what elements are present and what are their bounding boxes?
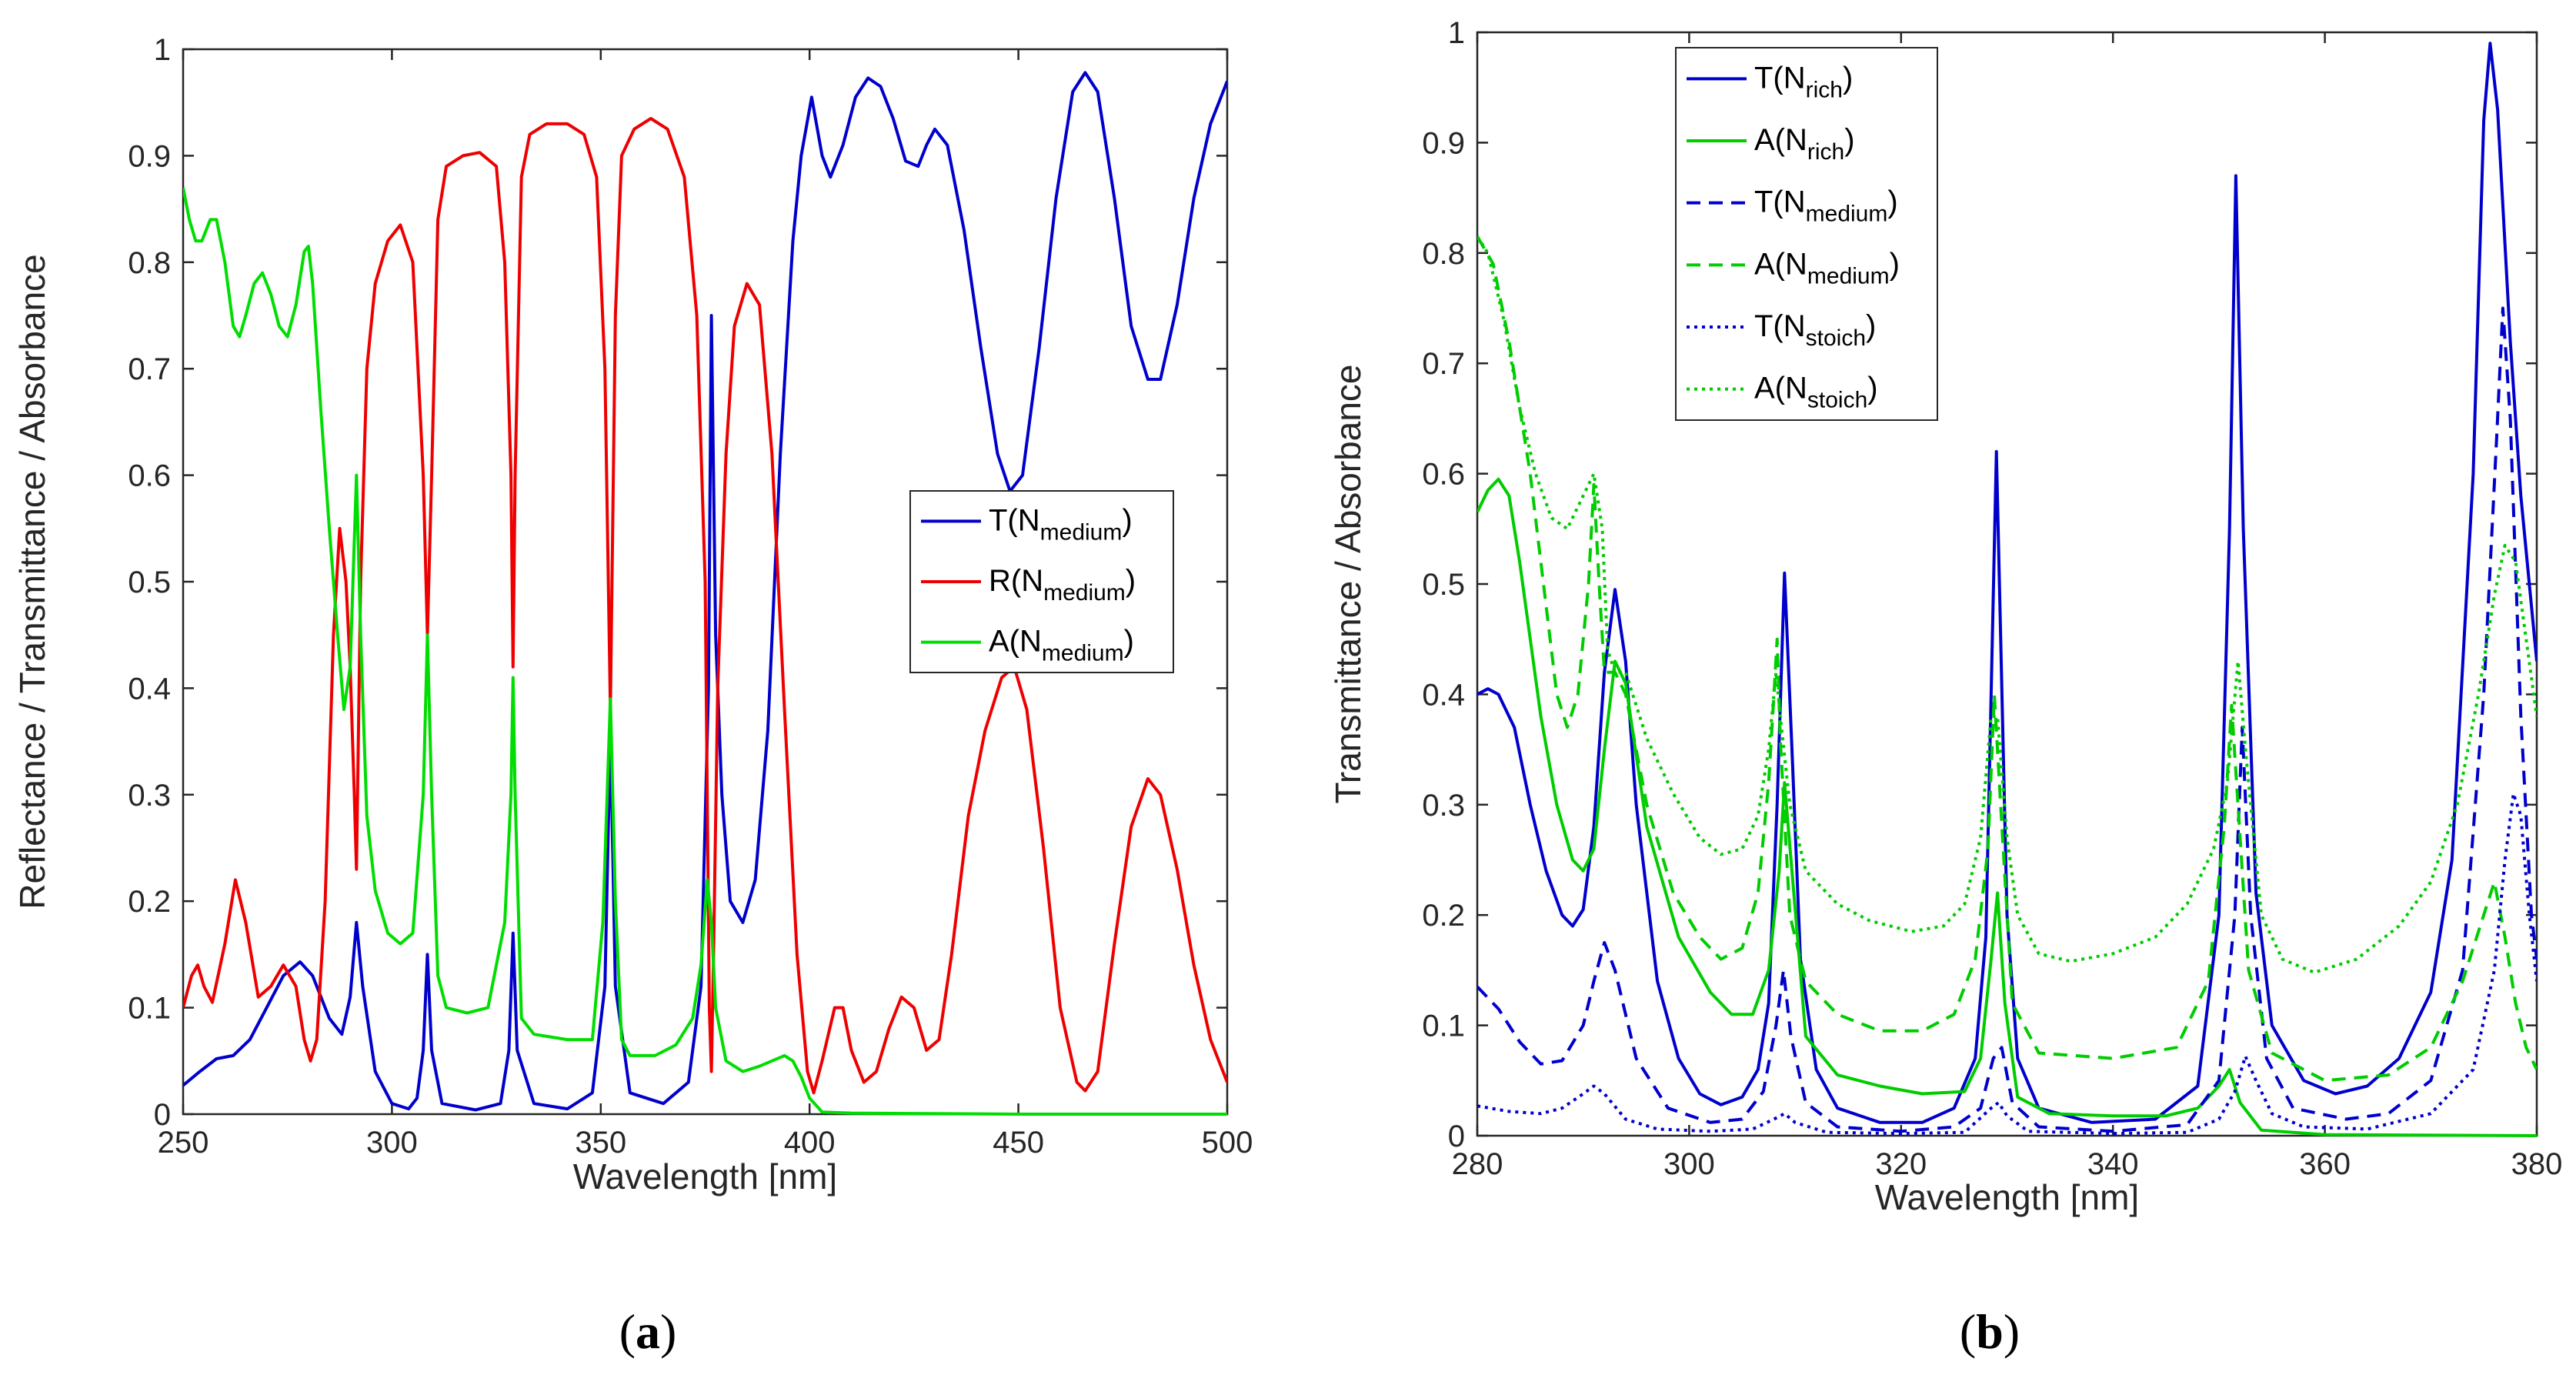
legend-entry: A(Nstoich) — [1754, 372, 1878, 413]
y-tick-label: 0.9 — [128, 139, 171, 173]
x-tick-label: 360 — [2299, 1147, 2351, 1181]
series-line-a-n-medium- — [183, 187, 1227, 1116]
x-axis-label: Wavelength [nm] — [573, 1156, 837, 1196]
legend-entry: T(Nstoich) — [1754, 309, 1876, 351]
y-tick-label: 0.5 — [128, 566, 171, 599]
y-tick-label: 0.4 — [1422, 678, 1465, 712]
x-tick-label: 300 — [366, 1126, 418, 1160]
y-tick-label: 0.8 — [128, 246, 171, 280]
legend-entry: T(Nmedium) — [989, 503, 1133, 545]
x-axis-label: Wavelength [nm] — [1875, 1177, 2139, 1217]
series-line-t-n-medium- — [1477, 306, 2537, 1133]
plot-area — [1476, 31, 2538, 1137]
y-tick-label: 0.4 — [128, 672, 171, 706]
legend-entry: T(Nmedium) — [1754, 185, 1898, 227]
x-tick-label: 400 — [784, 1126, 836, 1160]
series-line-a-n-stoich- — [1477, 235, 2537, 974]
legend-entry: A(Nmedium) — [1754, 247, 1900, 289]
y-axis-label: Transmittance / Absorbance — [1328, 364, 1368, 803]
y-tick-label: 0.9 — [1422, 126, 1465, 160]
y-tick-label: 0.6 — [128, 459, 171, 493]
y-axis-label: Reflectance / Transmittance / Absorbance — [12, 254, 52, 909]
legend-box — [1675, 47, 1938, 421]
y-tick-label: 0.3 — [128, 779, 171, 813]
x-tick-label: 340 — [2087, 1147, 2139, 1181]
panel-label-b: (b) — [1960, 1304, 2020, 1359]
y-tick-label: 0.3 — [1422, 789, 1465, 823]
chart-a: 250 300 350 400 450 500 0 0.1 0.2 0.3 0.4 0.5 0.6 0.7… — [12, 33, 1253, 1196]
series-line-t-n-rich- — [1477, 42, 2537, 1124]
x-tick-label: 500 — [1202, 1126, 1253, 1160]
x-tick-label: 250 — [158, 1126, 209, 1160]
y-tick-label: 0.2 — [128, 885, 171, 919]
x-tick-label: 320 — [1875, 1147, 1927, 1181]
y-tick-label: 0.8 — [1422, 237, 1465, 271]
legend-entry: R(Nmedium) — [989, 564, 1136, 606]
y-tick-label: 0.5 — [1422, 568, 1465, 602]
series-line-a-n-medium- — [1477, 235, 2537, 1083]
x-tick-label: 450 — [993, 1126, 1044, 1160]
y-tick-label: 1 — [1448, 16, 1465, 50]
series-line-a-n-rich- — [1477, 477, 2537, 1137]
legend-entry: A(Nrich) — [1754, 123, 1855, 165]
x-tick-label: 350 — [575, 1126, 626, 1160]
legend-entry: A(Nmedium) — [989, 625, 1134, 666]
legend-entry: T(Nrich) — [1754, 61, 1853, 102]
chart-b: 280 300 320 340 360 380 0 0.1 0.2 0.3 0.4 0.5 0.6 0.7… — [1328, 16, 2562, 1217]
y-tick-label: 0 — [1448, 1120, 1465, 1153]
y-tick-label: 0.7 — [1422, 347, 1465, 381]
y-tick-label: 0.1 — [1422, 1010, 1465, 1043]
x-tick-label: 380 — [2511, 1147, 2563, 1181]
y-tick-label: 0 — [154, 1098, 171, 1132]
y-tick-label: 0.6 — [1422, 458, 1465, 492]
panel-label-a: (a) — [619, 1304, 677, 1359]
y-tick-label: 0.1 — [128, 992, 171, 1026]
series-line-t-n-medium- — [183, 71, 1227, 1112]
y-tick-label: 0.7 — [128, 352, 171, 386]
series-line-t-n-stoich- — [1477, 792, 2537, 1136]
y-tick-label: 0.2 — [1422, 899, 1465, 933]
x-tick-label: 300 — [1663, 1147, 1715, 1181]
y-tick-label: 1 — [154, 33, 171, 67]
x-tick-label: 280 — [1452, 1147, 1503, 1181]
